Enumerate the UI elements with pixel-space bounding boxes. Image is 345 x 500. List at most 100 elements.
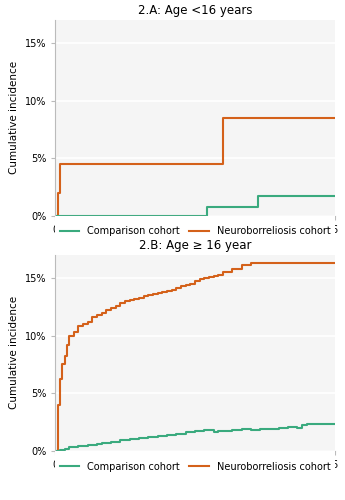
Comparison cohort xyxy=(333,422,337,428)
Neuroborreliosis cohort xyxy=(216,272,220,278)
Neuroborreliosis cohort xyxy=(128,297,132,303)
Title: 2.A: Age <16 years: 2.A: Age <16 years xyxy=(138,4,252,18)
Comparison cohort xyxy=(53,448,57,454)
Neuroborreliosis cohort xyxy=(62,354,67,360)
Neuroborreliosis cohort xyxy=(53,448,57,454)
Neuroborreliosis cohort xyxy=(230,266,234,272)
Neuroborreliosis cohort xyxy=(104,308,108,314)
Neuroborreliosis cohort xyxy=(58,376,62,382)
Neuroborreliosis cohort xyxy=(146,292,150,298)
Comparison cohort xyxy=(174,430,178,436)
Neuroborreliosis cohort xyxy=(137,294,141,300)
X-axis label: Years from study inclusion: Years from study inclusion xyxy=(126,476,264,486)
Neuroborreliosis cohort xyxy=(90,314,95,320)
Comparison cohort xyxy=(86,442,90,448)
Neuroborreliosis cohort xyxy=(72,329,76,335)
Neuroborreliosis cohort xyxy=(123,298,127,304)
Comparison cohort xyxy=(146,434,150,440)
Comparison cohort xyxy=(249,427,253,433)
Neuroborreliosis cohort xyxy=(60,362,64,368)
Comparison cohort xyxy=(77,443,81,449)
Neuroborreliosis cohort xyxy=(151,291,155,297)
Comparison cohort xyxy=(184,430,188,436)
Comparison cohort xyxy=(128,436,132,442)
Neuroborreliosis cohort xyxy=(165,288,169,294)
Neuroborreliosis cohort xyxy=(58,161,62,167)
Comparison cohort xyxy=(100,440,104,446)
Neuroborreliosis cohort xyxy=(197,276,201,282)
Comparison cohort xyxy=(211,430,216,436)
Neuroborreliosis cohort xyxy=(118,300,122,306)
Line: Neuroborreliosis cohort: Neuroborreliosis cohort xyxy=(55,118,335,216)
Neuroborreliosis cohort xyxy=(56,402,60,408)
Line: Comparison cohort: Comparison cohort xyxy=(55,424,335,451)
Comparison cohort xyxy=(62,446,67,452)
Neuroborreliosis cohort xyxy=(258,260,262,266)
Legend: Comparison cohort, Neuroborreliosis cohort: Comparison cohort, Neuroborreliosis coho… xyxy=(56,458,334,475)
Neuroborreliosis cohort xyxy=(333,115,337,121)
Comparison cohort xyxy=(165,432,169,438)
Comparison cohort xyxy=(67,444,71,450)
Neuroborreliosis cohort xyxy=(249,260,253,266)
Comparison cohort xyxy=(305,422,309,428)
Comparison cohort xyxy=(202,427,206,433)
Neuroborreliosis cohort xyxy=(81,321,85,327)
Comparison cohort xyxy=(58,446,62,452)
Neuroborreliosis cohort xyxy=(221,115,225,121)
Neuroborreliosis cohort xyxy=(263,260,267,266)
X-axis label: Years from study inclusion: Years from study inclusion xyxy=(126,240,264,250)
Comparison cohort xyxy=(95,441,99,447)
Neuroborreliosis cohort xyxy=(179,283,183,289)
Comparison cohort xyxy=(258,426,262,432)
Neuroborreliosis cohort xyxy=(207,274,211,280)
Neuroborreliosis cohort xyxy=(216,161,220,167)
Neuroborreliosis cohort xyxy=(193,278,197,284)
Comparison cohort xyxy=(253,204,257,210)
Neuroborreliosis cohort xyxy=(267,260,272,266)
Neuroborreliosis cohort xyxy=(132,296,137,302)
Line: Comparison cohort: Comparison cohort xyxy=(55,196,335,216)
Neuroborreliosis cohort xyxy=(141,294,146,300)
Neuroborreliosis cohort xyxy=(221,270,225,276)
Comparison cohort xyxy=(193,428,197,434)
Neuroborreliosis cohort xyxy=(239,262,244,268)
Comparison cohort xyxy=(53,213,57,219)
Neuroborreliosis cohort xyxy=(86,319,90,325)
Comparison cohort xyxy=(300,422,304,428)
Legend: Comparison cohort, Neuroborreliosis cohort: Comparison cohort, Neuroborreliosis coho… xyxy=(56,222,334,240)
Neuroborreliosis cohort xyxy=(333,260,337,266)
Y-axis label: Cumulative incidence: Cumulative incidence xyxy=(9,296,19,410)
Comparison cohort xyxy=(239,426,244,432)
Comparison cohort xyxy=(286,424,290,430)
Comparison cohort xyxy=(256,193,260,199)
Neuroborreliosis cohort xyxy=(156,290,160,296)
Comparison cohort xyxy=(216,428,220,434)
Neuroborreliosis cohort xyxy=(56,190,60,196)
Comparison cohort xyxy=(295,425,299,431)
Comparison cohort xyxy=(230,427,234,433)
Comparison cohort xyxy=(118,438,122,444)
Neuroborreliosis cohort xyxy=(77,324,81,330)
Neuroborreliosis cohort xyxy=(100,310,104,316)
Neuroborreliosis cohort xyxy=(53,213,57,219)
Neuroborreliosis cohort xyxy=(184,282,188,288)
Neuroborreliosis cohort xyxy=(202,275,206,281)
Neuroborreliosis cohort xyxy=(174,286,178,292)
Comparison cohort xyxy=(277,425,281,431)
Neuroborreliosis cohort xyxy=(67,332,71,338)
Comparison cohort xyxy=(202,213,206,219)
Neuroborreliosis cohort xyxy=(95,312,99,318)
Neuroborreliosis cohort xyxy=(211,272,216,278)
Neuroborreliosis cohort xyxy=(109,305,113,311)
Neuroborreliosis cohort xyxy=(188,281,193,287)
Comparison cohort xyxy=(137,435,141,441)
Comparison cohort xyxy=(109,438,113,444)
Neuroborreliosis cohort xyxy=(65,342,69,348)
Neuroborreliosis cohort xyxy=(170,286,174,292)
Comparison cohort xyxy=(156,433,160,439)
Neuroborreliosis cohort xyxy=(160,289,164,295)
Neuroborreliosis cohort xyxy=(114,302,118,308)
Comparison cohort xyxy=(333,193,337,199)
Comparison cohort xyxy=(267,426,272,432)
Neuroborreliosis cohort xyxy=(67,161,71,167)
